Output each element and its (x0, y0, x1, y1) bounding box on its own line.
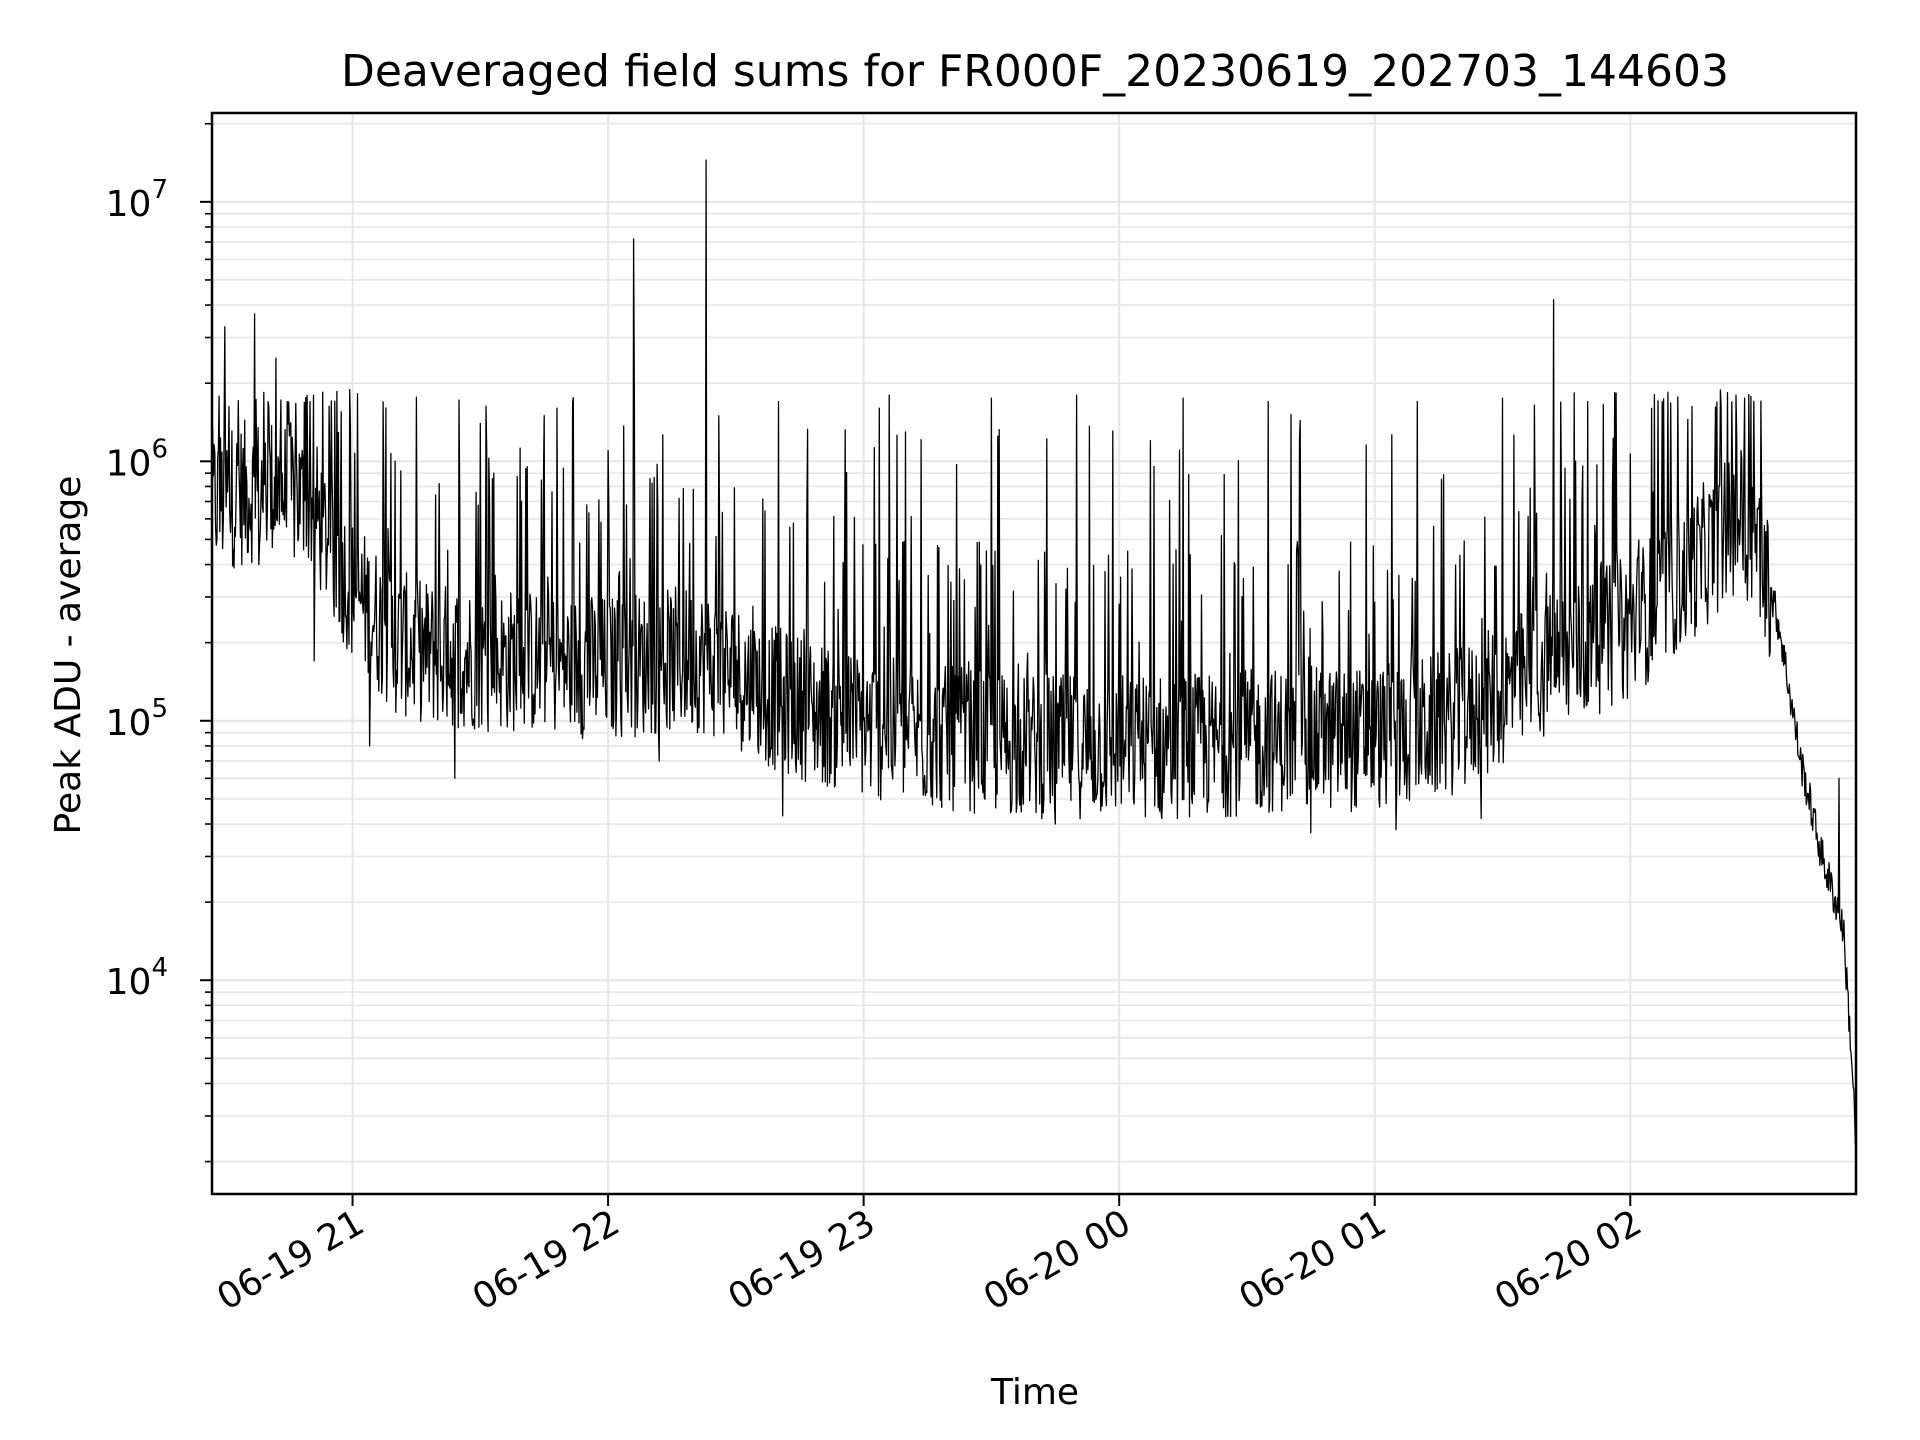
y-tick-label: 107 (106, 175, 168, 225)
chart-title: Deaveraged field sums for FR000F_2023061… (341, 46, 1729, 97)
y-tick-label: 106 (106, 434, 168, 484)
y-axis: 104 105 106 107 (106, 122, 212, 1163)
plot-frame (210, 111, 1858, 1196)
x-tick-label: 06-20 00 (977, 1202, 1138, 1318)
x-tick-label: 06-19 22 (466, 1202, 627, 1318)
x-tick-label: 06-20 01 (1233, 1202, 1394, 1318)
y-tick-label: 104 (106, 953, 168, 1003)
x-tick-label: 06-20 02 (1488, 1202, 1649, 1318)
y-tick-label: 105 (106, 694, 168, 744)
x-axis-label: Time (990, 1372, 1079, 1413)
x-axis: 06-19 21 06-19 22 06-19 23 06-20 00 06-20 01… (210, 1194, 1649, 1319)
x-tick-label: 06-19 21 (210, 1202, 371, 1318)
data-series (211, 159, 1857, 1145)
y-axis-label: Peak ADU - average (48, 476, 89, 835)
series-line (211, 159, 1857, 1145)
x-tick-label: 06-19 23 (721, 1202, 882, 1318)
